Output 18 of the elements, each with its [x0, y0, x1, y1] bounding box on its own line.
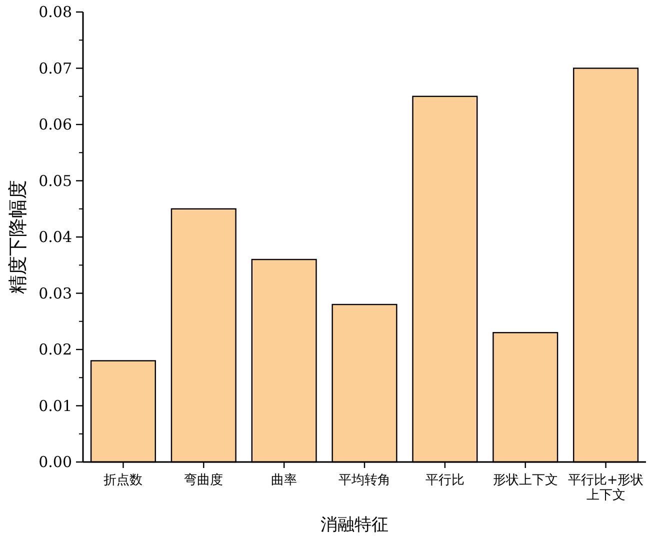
y-tick-label: 0.06	[38, 116, 72, 134]
x-tick-label: 曲率	[271, 472, 298, 488]
x-tick-label: 平行比	[425, 473, 464, 488]
y-tick-label: 0.01	[38, 396, 72, 415]
y-tick-label: 0.03	[38, 284, 72, 302]
y-axis-title: 精度下降幅度	[7, 180, 29, 294]
y-tick-label: 0.02	[38, 340, 72, 358]
y-tick-label: 0.07	[38, 59, 72, 78]
x-tick-label: 折点数	[104, 473, 143, 488]
y-tick-label: 0.04	[38, 228, 72, 246]
x-tick-label: 平行比+形状上下文	[568, 473, 644, 503]
x-tick-label: 形状上下文	[492, 473, 558, 488]
x-tick-label: 弯曲度	[184, 472, 224, 488]
y-tick-label: 0.05	[38, 172, 72, 190]
y-tick-label: 0.00	[38, 453, 72, 471]
x-axis-title: 消融特征	[320, 515, 388, 535]
x-tick-label: 平均转角	[338, 473, 390, 488]
y-tick-label: 0.08	[38, 3, 72, 21]
